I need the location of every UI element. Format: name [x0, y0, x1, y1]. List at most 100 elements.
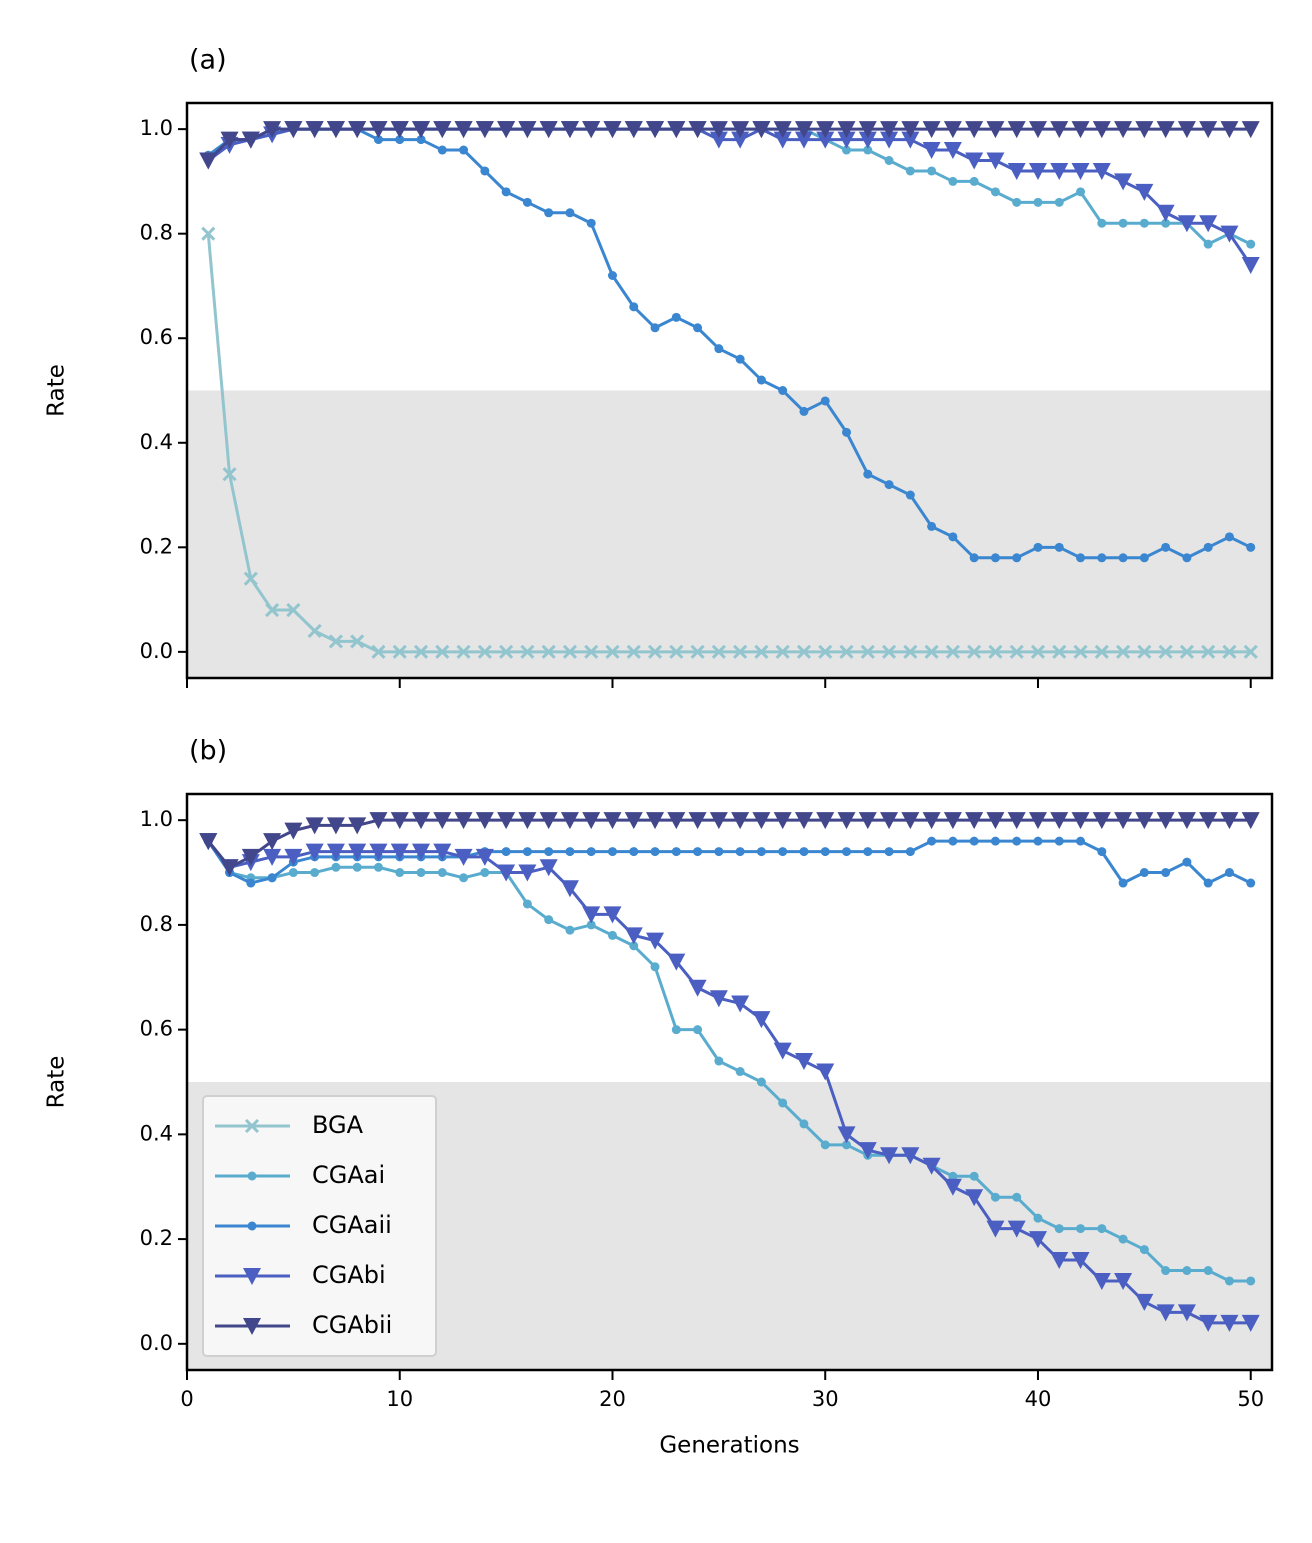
marker [650, 962, 660, 972]
y-tick-label: 0.0 [140, 1331, 173, 1355]
marker [1009, 644, 1024, 659]
marker [624, 927, 643, 945]
marker [1054, 836, 1064, 846]
marker [1161, 542, 1171, 552]
marker [412, 812, 431, 830]
marker [1050, 1252, 1069, 1270]
marker [842, 427, 852, 437]
marker [284, 848, 303, 866]
marker [842, 1140, 852, 1150]
marker [348, 817, 367, 835]
marker [241, 848, 260, 866]
marker [603, 906, 622, 924]
marker [1220, 812, 1239, 830]
marker [754, 644, 769, 659]
marker [667, 812, 686, 830]
marker [1222, 644, 1237, 659]
marker [1071, 812, 1090, 830]
marker [1118, 1234, 1128, 1244]
marker [735, 354, 745, 364]
marker [927, 836, 937, 846]
marker [456, 644, 471, 659]
marker [820, 1140, 830, 1150]
marker [369, 843, 388, 861]
marker [796, 644, 812, 659]
marker [1246, 239, 1256, 249]
marker [1028, 162, 1047, 180]
marker [752, 121, 771, 139]
marker [837, 121, 856, 139]
marker [412, 121, 431, 139]
marker [560, 880, 579, 898]
marker [903, 644, 918, 659]
marker [433, 121, 452, 139]
marker [1033, 542, 1043, 552]
marker [1179, 644, 1194, 659]
marker [1139, 553, 1149, 563]
marker [607, 271, 617, 280]
marker [562, 644, 578, 659]
marker [794, 812, 813, 830]
marker [1028, 121, 1047, 139]
marker [1203, 878, 1213, 888]
marker [520, 644, 535, 659]
marker [350, 634, 365, 649]
marker [475, 848, 494, 866]
marker [624, 812, 643, 830]
marker [688, 121, 707, 139]
marker [241, 131, 260, 149]
marker [246, 878, 256, 888]
marker [646, 121, 665, 139]
marker [924, 644, 939, 659]
marker [475, 812, 494, 830]
marker [986, 812, 1005, 830]
marker [756, 847, 766, 857]
marker [905, 166, 915, 176]
marker [1139, 868, 1149, 878]
marker [1114, 812, 1133, 830]
marker [247, 1171, 257, 1181]
marker [1071, 1252, 1090, 1270]
marker [969, 176, 979, 186]
marker [709, 131, 728, 149]
marker [1161, 218, 1171, 228]
legend-box [202, 1095, 437, 1357]
marker [927, 166, 937, 176]
marker [905, 847, 915, 857]
marker [501, 187, 511, 197]
marker [565, 925, 575, 935]
marker [816, 121, 835, 139]
marker [922, 1157, 941, 1175]
marker [858, 121, 877, 139]
marker [390, 121, 409, 139]
marker [1241, 812, 1260, 830]
marker [884, 480, 894, 490]
marker [435, 644, 450, 659]
marker [1114, 121, 1133, 139]
marker [331, 862, 341, 872]
marker [756, 1077, 766, 1087]
marker [305, 843, 324, 861]
x-tick-label: 10 [386, 1387, 413, 1411]
marker [1007, 1220, 1026, 1238]
marker [1182, 553, 1192, 563]
marker [582, 121, 601, 139]
marker [1071, 162, 1090, 180]
marker [816, 1063, 835, 1081]
marker [778, 847, 788, 857]
marker [1033, 197, 1043, 207]
marker [475, 121, 494, 139]
marker [477, 644, 492, 659]
marker [586, 847, 596, 857]
marker [1052, 644, 1067, 659]
marker [799, 1119, 809, 1129]
marker [794, 131, 813, 149]
marker [1076, 553, 1086, 563]
marker [265, 602, 280, 618]
marker [373, 862, 383, 872]
marker [1246, 1276, 1256, 1286]
marker [539, 812, 558, 830]
marker [990, 187, 1000, 197]
marker [1054, 197, 1064, 207]
marker [1054, 1224, 1064, 1234]
